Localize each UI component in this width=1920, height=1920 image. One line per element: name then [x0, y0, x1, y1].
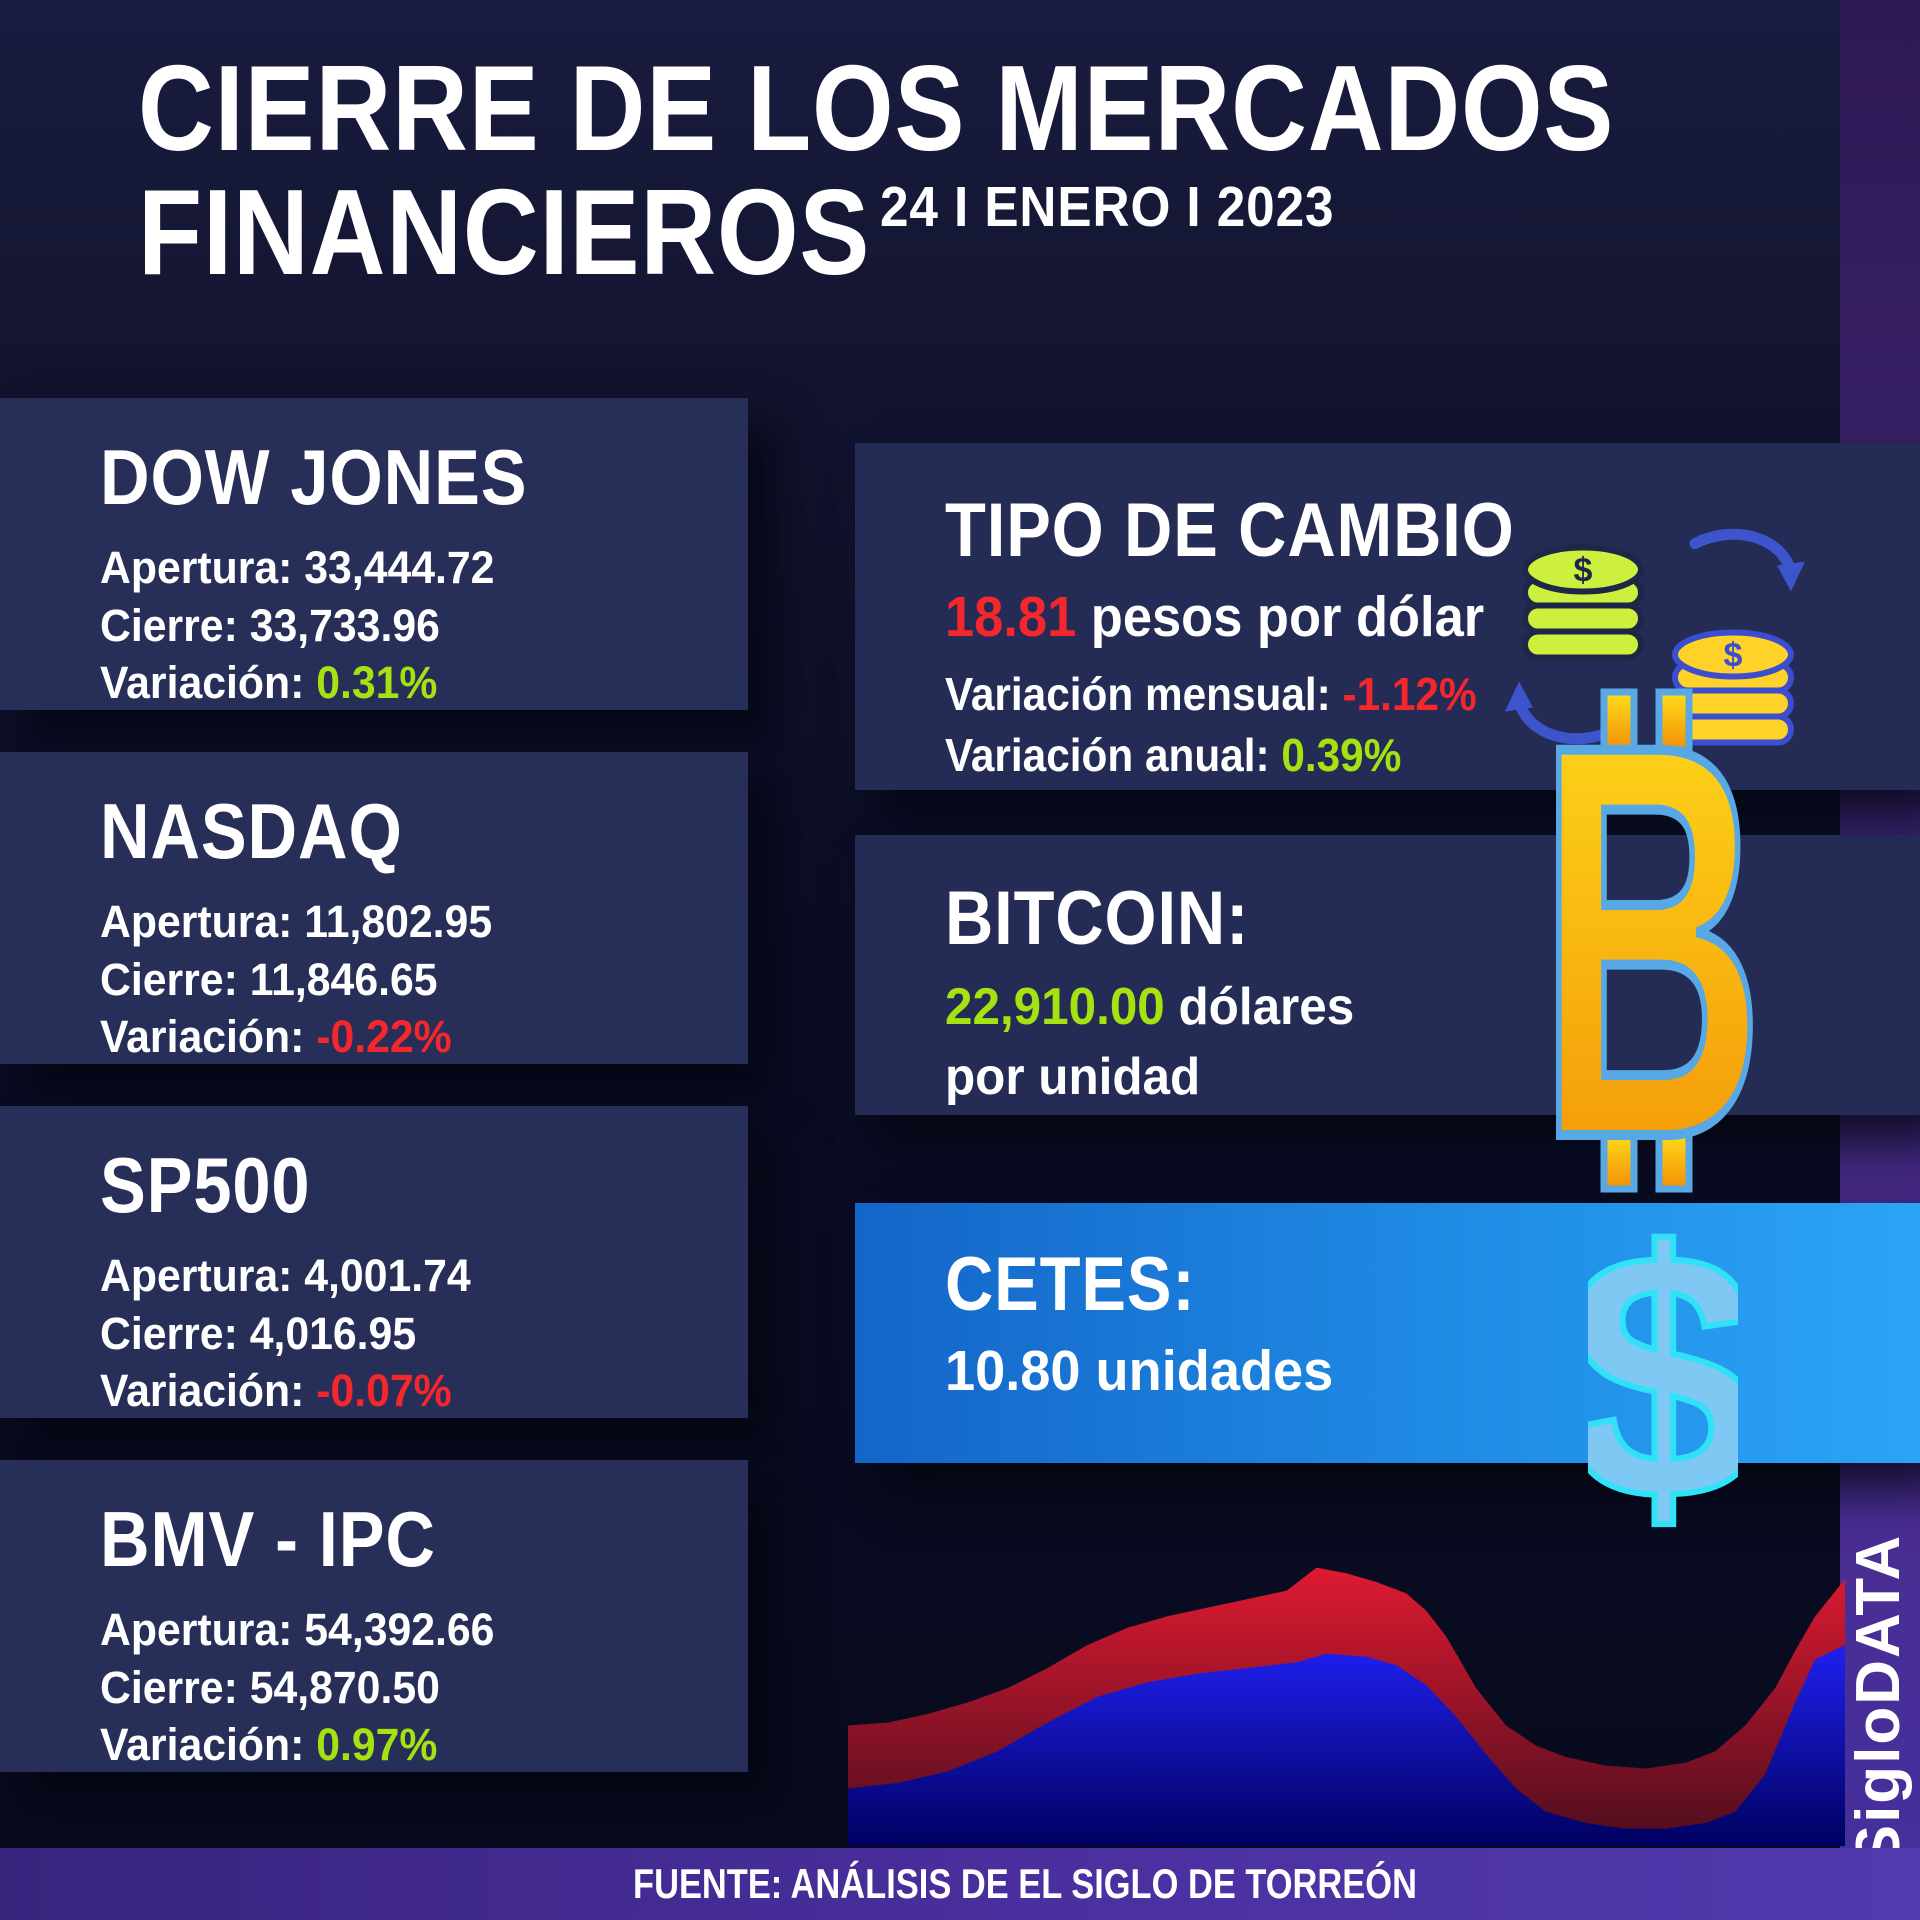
- cierre-row: Cierre: 54,870.50: [100, 1659, 687, 1717]
- row-label: Cierre:: [100, 1661, 250, 1713]
- apertura-row: Apertura: 11,802.95: [100, 893, 687, 951]
- row-value: -0.22%: [316, 1011, 452, 1063]
- exchange-monthly-value: -1.12%: [1342, 668, 1477, 720]
- card-bitcoin: BITCOIN: 22,910.00 dólares por unidad: [855, 835, 1920, 1115]
- row-label: Cierre:: [100, 1307, 250, 1359]
- variacion-row: Variación: -0.22%: [100, 1008, 687, 1066]
- row-label: Cierre:: [100, 599, 250, 651]
- currency-exchange-icon: $ $: [1505, 528, 1805, 746]
- exchange-annual-label: Variación anual:: [945, 728, 1282, 781]
- bitcoin-price-suffix: dólares: [1164, 978, 1355, 1036]
- index-card-dow-jones: DOW JONES Apertura: 33,444.72 Cierre: 33,7…: [0, 398, 748, 710]
- row-value: 54,392.66: [304, 1604, 495, 1655]
- variacion-row: Variación: 0.31%: [100, 654, 687, 712]
- footer-bar: FUENTE: ANÁLISIS DE EL SIGLO DE TORREÓN: [0, 1848, 1920, 1920]
- row-label: Variación:: [100, 657, 317, 709]
- index-card-nasdaq: NASDAQ Apertura: 11,802.95 Cierre: 11,846.…: [0, 752, 748, 1064]
- row-label: Apertura:: [100, 542, 305, 593]
- row-label: Variación:: [100, 1719, 317, 1771]
- bitcoin-unit-line: por unidad: [945, 1048, 1201, 1107]
- row-value: 11,846.65: [249, 953, 438, 1005]
- variacion-row: Variación: 0.97%: [100, 1716, 687, 1774]
- brand-siglodata: SigloDATA: [1843, 1533, 1913, 1867]
- cierre-row: Cierre: 11,846.65: [100, 951, 687, 1009]
- cetes-title: CETES:: [945, 1242, 1196, 1327]
- footer-source-text: FUENTE: ANÁLISIS DE EL SIGLO DE TORREÓN: [633, 1860, 1417, 1907]
- exchange-rate-suffix: pesos por dólar: [1076, 585, 1485, 649]
- row-value: 33,444.72: [304, 542, 495, 593]
- exchange-monthly-label: Variación mensual:: [945, 668, 1343, 720]
- row-value: 4,001.74: [304, 1250, 471, 1301]
- row-label: Apertura:: [100, 1604, 305, 1655]
- card-cetes: CETES: 10.80 unidades: [855, 1203, 1920, 1463]
- exchange-rate-value: 18.81: [945, 585, 1077, 649]
- index-name: SP500: [100, 1141, 311, 1229]
- page-title-line1: CIERRE DE LOS MERCADOS: [138, 40, 1615, 176]
- row-value: -0.07%: [316, 1365, 452, 1417]
- apertura-row: Apertura: 4,001.74: [100, 1247, 687, 1305]
- row-value: 11,802.95: [304, 896, 493, 947]
- row-label: Cierre:: [100, 953, 250, 1005]
- row-value: 54,870.50: [249, 1661, 440, 1713]
- green-coin-dollar: $: [1574, 552, 1593, 590]
- svg-text:B: B: [1538, 688, 1755, 1193]
- row-label: Variación:: [100, 1365, 317, 1417]
- svg-text:$: $: [1588, 1206, 1738, 1571]
- chart-blue-series: [848, 1645, 1845, 1846]
- page-date: 24 I ENERO I 2023: [880, 175, 1335, 239]
- row-label: Apertura:: [100, 1250, 305, 1301]
- exchange-monthly-line: Variación mensual: -1.12%: [945, 664, 1842, 725]
- row-value: 4,016.95: [249, 1307, 417, 1359]
- bitcoin-icon: B: [1534, 688, 1755, 1193]
- page-title-line2: FINANCIEROS: [138, 164, 871, 301]
- apertura-row: Apertura: 33,444.72: [100, 539, 687, 597]
- exchange-title: TIPO DE CAMBIO: [945, 488, 1515, 573]
- bitcoin-price-line: 22,910.00 dólares: [945, 972, 1871, 1042]
- bitcoin-title: BITCOIN:: [945, 876, 1250, 961]
- index-name: NASDAQ: [100, 787, 403, 875]
- row-value: 0.31%: [316, 657, 438, 709]
- cetes-value: 10.80 unidades: [945, 1339, 1334, 1403]
- exchange-annual-line: Variación anual: 0.39%: [945, 725, 1842, 786]
- row-value: 33,733.96: [249, 599, 440, 651]
- gold-coin-dollar: $: [1724, 637, 1743, 675]
- variacion-row: Variación: -0.07%: [100, 1362, 687, 1420]
- page-title: CIERRE DE LOS MERCADOS FINANCIEROS: [138, 46, 1614, 295]
- index-card-sp500: SP500 Apertura: 4,001.74 Cierre: 4,016.95 V…: [0, 1106, 748, 1418]
- card-tipo-de-cambio: TIPO DE CAMBIO 18.81 pesos por dólar Var…: [855, 443, 1920, 790]
- row-label: Apertura:: [100, 896, 305, 947]
- exchange-rate-line: 18.81 pesos por dólar: [945, 584, 1842, 650]
- market-area-chart: [848, 1567, 1845, 1846]
- cierre-row: Cierre: 33,733.96: [100, 597, 687, 655]
- bitcoin-price-value: 22,910.00: [945, 978, 1165, 1036]
- index-name: DOW JONES: [100, 433, 528, 521]
- row-value: 0.97%: [316, 1719, 438, 1771]
- cierre-row: Cierre: 4,016.95: [100, 1305, 687, 1363]
- exchange-annual-value: 0.39%: [1281, 728, 1402, 781]
- index-card-bmv-ipc: BMV - IPC Apertura: 54,392.66 Cierre: 54,8…: [0, 1460, 748, 1772]
- index-name: BMV - IPC: [100, 1495, 436, 1583]
- apertura-row: Apertura: 54,392.66: [100, 1601, 687, 1659]
- row-label: Variación:: [100, 1011, 317, 1063]
- dollar-icon: $: [1588, 1206, 1738, 1571]
